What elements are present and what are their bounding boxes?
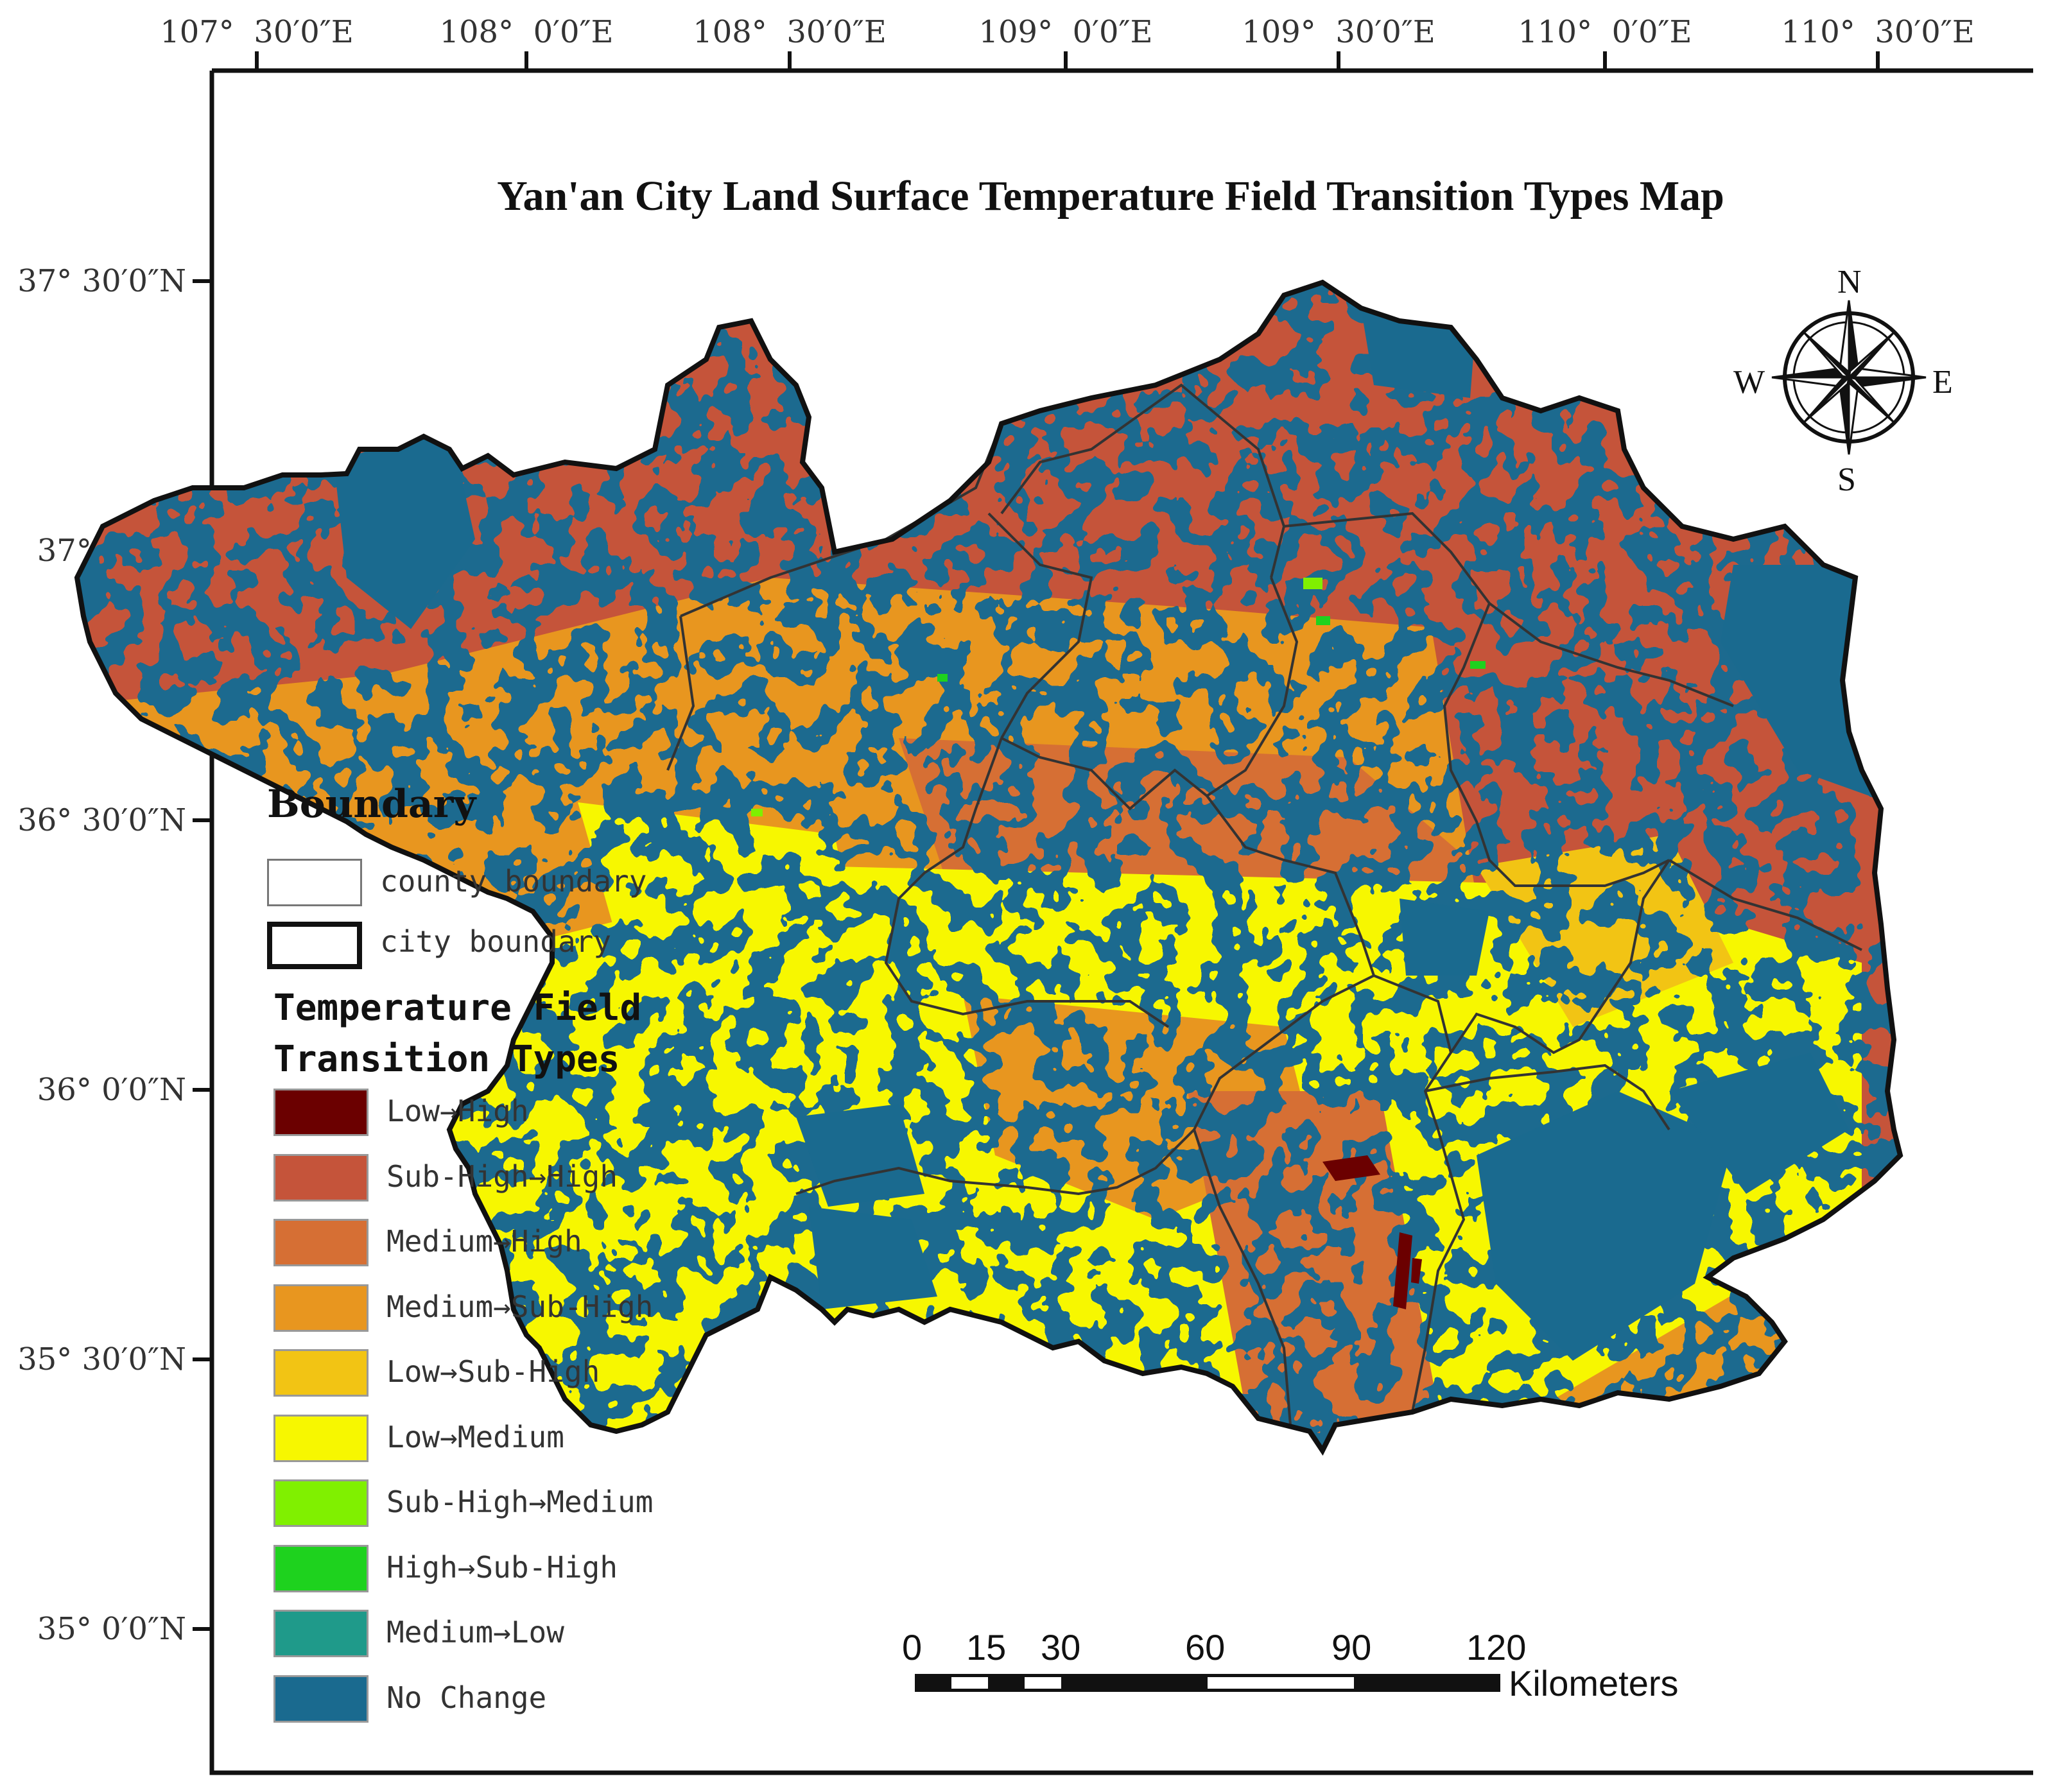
lon-label: 108° 30′0″E	[693, 14, 887, 50]
legend-swatch	[273, 1479, 368, 1527]
legend-item-label: Low→Medium	[386, 1419, 564, 1454]
county-boundary-swatch	[267, 859, 362, 906]
legend-boundary-heading: Boundary	[267, 782, 476, 827]
legend-item-label: High→Sub-High	[386, 1549, 618, 1585]
lon-label: 109° 0′0″E	[978, 14, 1153, 50]
scale-bar	[915, 1674, 1500, 1692]
legend-item-label: Medium→High	[386, 1224, 582, 1259]
lat-label: 36° 30′0″N	[17, 802, 186, 838]
lon-label: 110° 0′0″E	[1518, 14, 1692, 50]
legend-swatch	[273, 1284, 368, 1332]
legend-transition-heading-line1: Temperature Field	[273, 987, 642, 1029]
legend-swatch	[273, 1153, 368, 1202]
legend-item-label: Sub-High→Medium	[386, 1485, 654, 1519]
lon-label: 108° 0′0″E	[439, 14, 614, 50]
scale-unit-label: Kilometers	[1509, 1663, 1679, 1703]
compass-south-label: S	[1837, 461, 1856, 498]
city-boundary-label: city boundary	[380, 924, 612, 959]
compass-east-label: E	[1932, 364, 1953, 401]
legend-item-label: Medium→Low	[386, 1615, 564, 1650]
legend-swatch	[273, 1349, 368, 1397]
legend-item-label: No Change	[386, 1680, 547, 1715]
lat-label: 35° 0′0″N	[37, 1611, 186, 1647]
scale-tick-label: 0	[902, 1627, 923, 1667]
legend-item-label: Low→High	[386, 1094, 529, 1128]
city-boundary-swatch	[267, 922, 362, 969]
scale-tick-label: 30	[1041, 1627, 1081, 1667]
lon-label: 107° 30′0″E	[160, 14, 354, 50]
scale-tick-label: 15	[966, 1627, 1007, 1667]
legend-swatch	[273, 1610, 368, 1657]
legend-transition-heading-line2: Transition Types	[273, 1038, 620, 1080]
county-boundaries	[666, 383, 1862, 1426]
legend-swatch	[273, 1089, 368, 1136]
lat-label: 37° 30′0″N	[17, 263, 186, 299]
legend-item-label: Low→Sub-High	[386, 1354, 600, 1389]
compass-north-label: N	[1837, 264, 1862, 300]
lon-label: 109° 30′0″E	[1242, 14, 1435, 50]
scale-tick-label: 60	[1185, 1627, 1226, 1667]
map-title: Yan'an City Land Surface Temperature Fie…	[497, 173, 1724, 220]
lon-label: 110° 30′0″E	[1781, 14, 1975, 50]
legend-swatch	[273, 1219, 368, 1266]
scale-tick-label: 120	[1466, 1627, 1527, 1667]
lat-label: 36° 0′0″N	[37, 1072, 186, 1108]
legend-item-label: Sub-High→High	[386, 1159, 618, 1194]
legend-swatch	[273, 1414, 368, 1462]
north-arrow-compass	[1771, 300, 1927, 455]
legend-swatch	[273, 1675, 368, 1723]
compass-west-label: W	[1733, 364, 1765, 401]
lat-label: 35° 30′0″N	[17, 1341, 186, 1377]
scale-tick-label: 90	[1331, 1627, 1372, 1667]
legend-item-label: Medium→Sub-High	[386, 1289, 654, 1324]
county-boundary-label: county boundary	[380, 864, 647, 899]
legend-swatch	[273, 1544, 368, 1592]
